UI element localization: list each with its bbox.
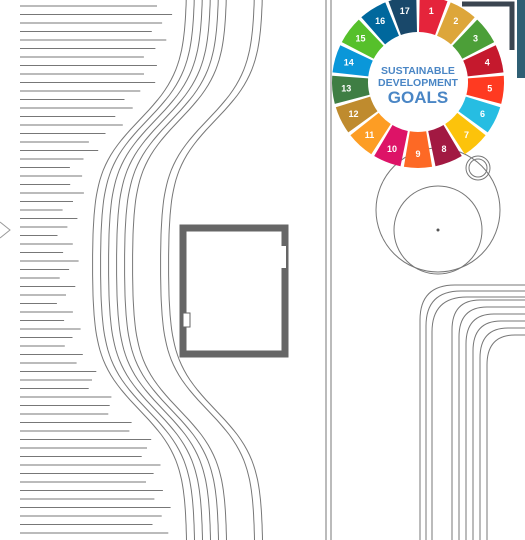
goal-number: 7 xyxy=(464,130,469,140)
arrow xyxy=(0,222,10,238)
goal-number: 3 xyxy=(473,34,478,44)
goal-number: 15 xyxy=(355,34,365,44)
corner-line xyxy=(473,321,525,540)
goal-number: 10 xyxy=(387,144,397,154)
goal-number: 4 xyxy=(485,57,490,67)
goal-number: 13 xyxy=(341,84,351,94)
corner-line xyxy=(432,297,525,540)
logo-title: GOALS xyxy=(388,88,448,107)
opening xyxy=(279,246,286,268)
goal-number: 9 xyxy=(415,149,420,159)
curve-line xyxy=(125,0,219,540)
curve-line xyxy=(117,0,211,540)
goal-number: 11 xyxy=(365,130,375,140)
goal-number: 2 xyxy=(453,16,458,26)
goal-number: 8 xyxy=(441,144,446,154)
logo-title: SUSTAINABLE xyxy=(381,65,455,77)
goal-number: 17 xyxy=(400,6,410,16)
center-point xyxy=(437,229,440,232)
curve-line xyxy=(93,0,187,540)
corner-line xyxy=(487,335,525,540)
site-plan: 1234567891011121314151617 SUSTAINABLE DE… xyxy=(0,0,525,540)
edge-band xyxy=(517,0,525,78)
curve-line xyxy=(109,0,203,540)
goal-number: 6 xyxy=(480,109,485,119)
corner-line xyxy=(466,314,525,540)
goal-number: 12 xyxy=(348,109,358,119)
corner-line xyxy=(452,300,525,540)
circle xyxy=(466,156,490,180)
building xyxy=(183,228,285,354)
goal-number: 14 xyxy=(344,57,354,67)
door xyxy=(183,313,190,327)
circle xyxy=(376,148,500,272)
goal-number: 1 xyxy=(429,6,434,16)
goal-number: 5 xyxy=(487,84,492,94)
corner-line xyxy=(459,307,525,540)
circle xyxy=(469,159,487,177)
goal-number: 16 xyxy=(375,16,385,26)
